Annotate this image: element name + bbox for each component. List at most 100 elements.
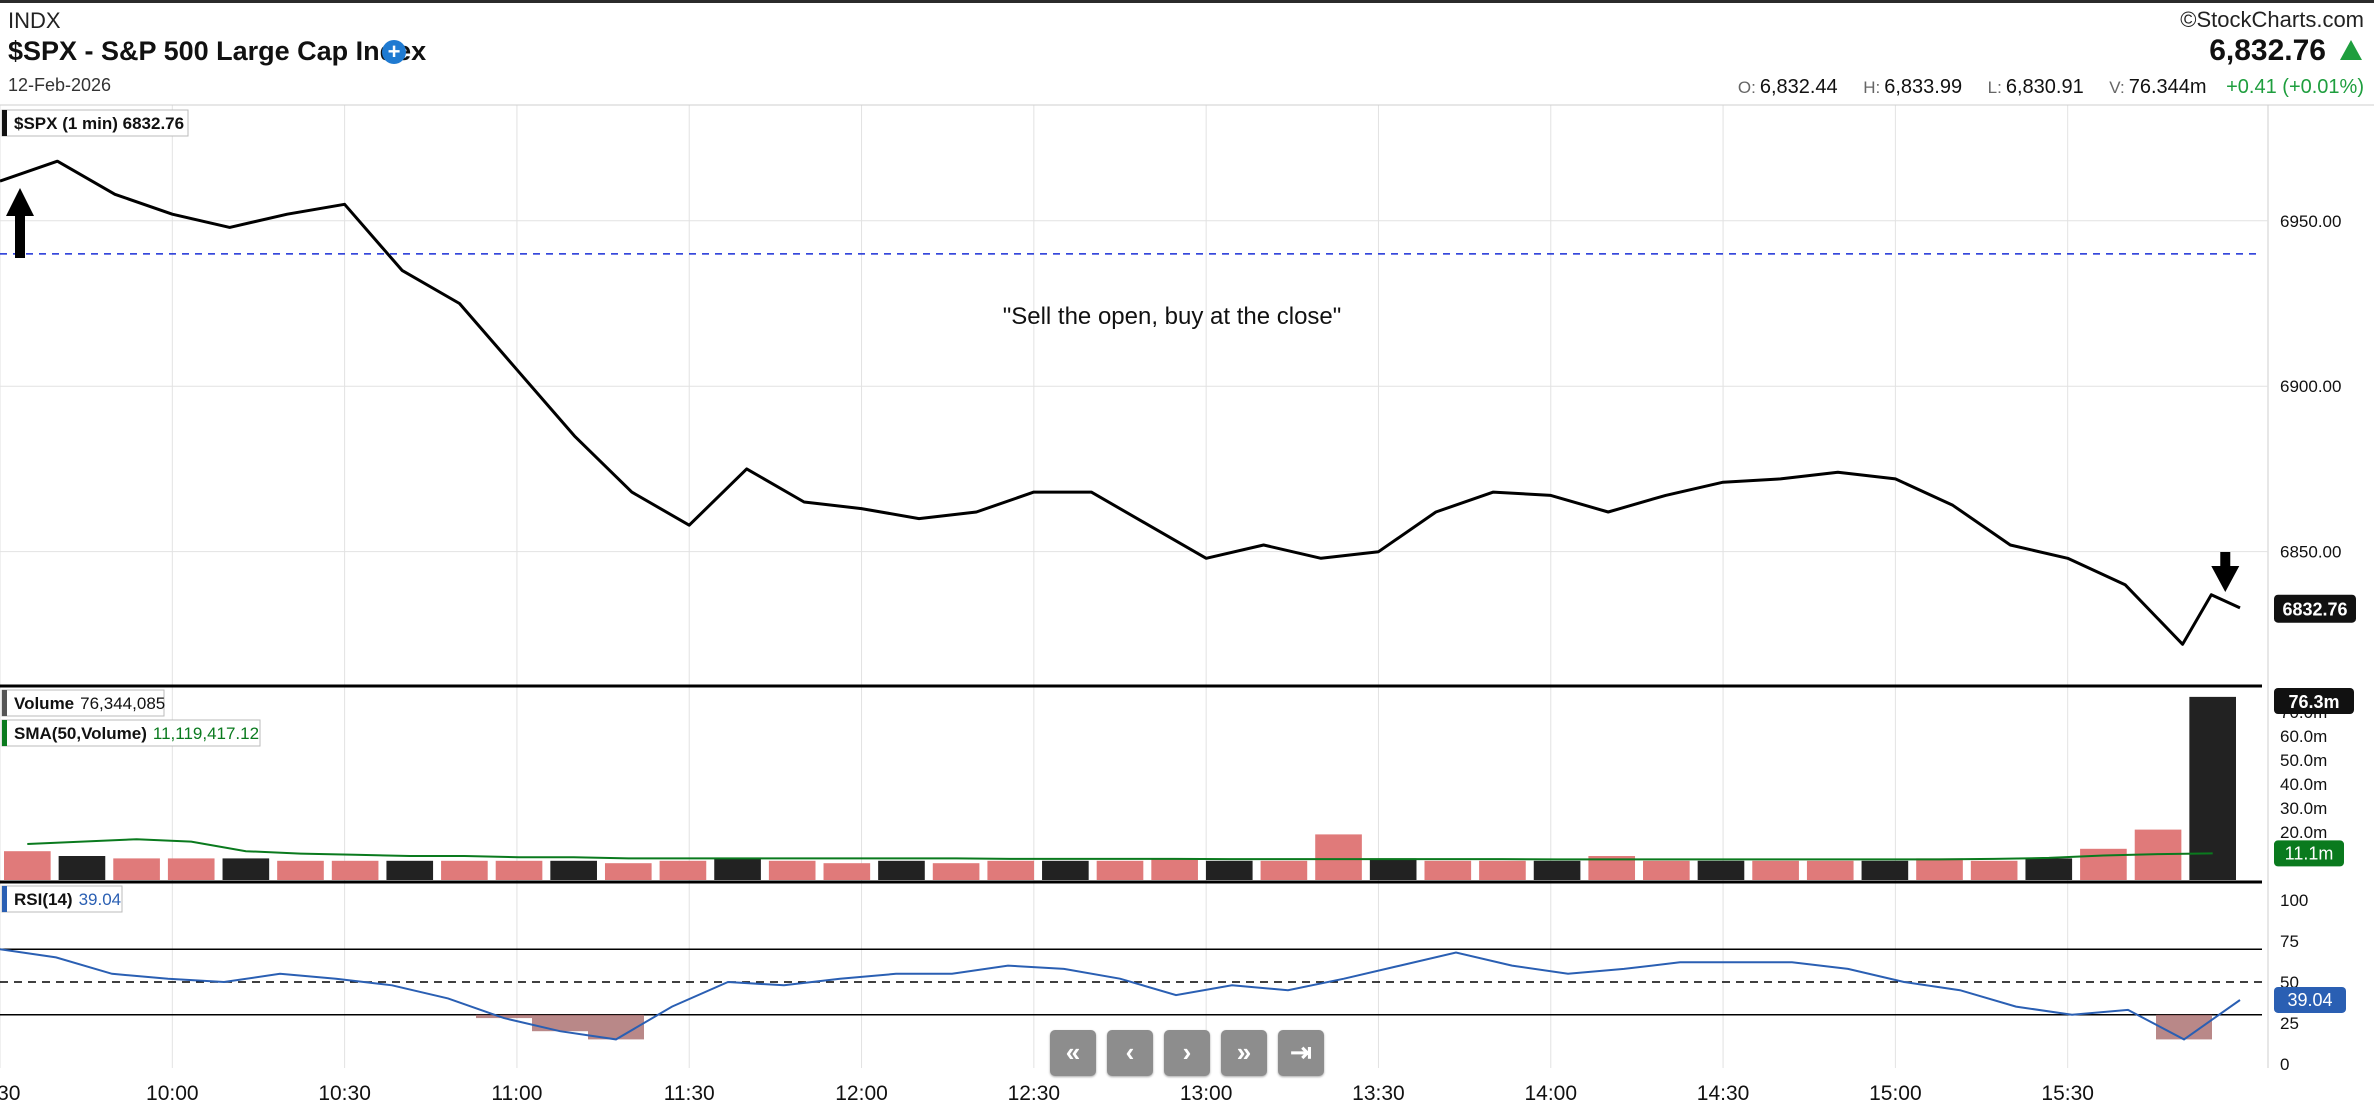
price-tick-label: 6900.00 — [2280, 377, 2341, 396]
volume-bar — [386, 860, 434, 880]
low-label: L: — [1987, 78, 2002, 97]
chart-title: $SPX - S&P 500 Large Cap Index — [8, 36, 427, 66]
rsi-oversold-fill — [476, 1014, 532, 1019]
rsi-badge-text: 39.04 — [2287, 990, 2332, 1010]
volume-bar — [2025, 858, 2073, 880]
grid — [0, 104, 2374, 1068]
volume-bar — [1315, 834, 1362, 880]
rsi-legend-swatch — [2, 886, 7, 912]
x-tick-label: 12:00 — [835, 1082, 888, 1104]
axes: 9:30 10:00 10:30 11:00 11:30 12:00 12:30 13:00 1… — [0, 212, 2356, 1104]
volume-legend-value: 76,344,085 — [80, 694, 165, 713]
volume-bar — [1424, 860, 1472, 880]
rsi-tick-label: 75 — [2280, 932, 2299, 951]
price-legend: $SPX (1 min) 6832.76 — [1, 109, 189, 137]
volume-bar — [1970, 860, 2018, 880]
sma-badge-text: 11.1m — [2285, 843, 2334, 863]
volume-bar — [1369, 858, 1417, 880]
price-legend-swatch — [2, 110, 7, 136]
nav-next-button[interactable]: › — [1164, 1030, 1210, 1076]
last-price-badge-text: 6832.76 — [2282, 600, 2347, 620]
sma-legend-text: SMA(50,Volume) 11,119,417.12 — [14, 724, 259, 743]
volume-tick-label: 60.0m — [2280, 727, 2327, 746]
down-arrow-icon — [2211, 552, 2240, 592]
volume-bar — [714, 858, 761, 880]
volume-tick-label: 40.0m — [2280, 775, 2327, 794]
rsi-oversold-fill — [532, 1014, 588, 1032]
ohlc-readout: O: 6,832.44 H: 6,833.99 L: 6,830.91 V: 76.34… — [1718, 76, 2364, 99]
volume-bar — [878, 860, 925, 880]
x-tick-label: 15:30 — [2041, 1082, 2094, 1104]
volume-bar — [58, 856, 106, 880]
volume-bar — [1205, 860, 1253, 880]
x-tick-label: 11:00 — [491, 1082, 542, 1104]
volume-bar — [2189, 696, 2236, 880]
volume-bar — [1916, 858, 1963, 880]
volume-bar — [768, 860, 816, 880]
rsi-legend-label: RSI(14) — [14, 890, 73, 909]
x-tick-label: 14:30 — [1697, 1082, 1750, 1104]
volume-label: V: — [2109, 78, 2125, 97]
last-price: 6,832.76 — [2209, 34, 2326, 67]
sma-legend-swatch — [2, 720, 7, 746]
rsi-legend-value: 39.04 — [79, 890, 122, 909]
volume-legend-text: Volume 76,344,085 — [14, 694, 165, 713]
volume-bar — [659, 860, 707, 880]
volume-bar — [823, 863, 871, 880]
rsi-tick-label: 25 — [2280, 1014, 2299, 1033]
chart-date: 12-Feb-2026 — [8, 75, 112, 95]
high-label: H: — [1863, 78, 1881, 97]
high-value: 6,833.99 — [1884, 76, 1963, 98]
volume-bar — [113, 858, 160, 880]
x-tick-label: 13:00 — [1180, 1082, 1233, 1104]
volume-legend-label: Volume — [14, 694, 74, 713]
volume-bar — [604, 863, 652, 880]
sma-legend: SMA(50,Volume) 11,119,417.12 — [1, 719, 261, 747]
rsi-badge — [2274, 986, 2346, 1013]
nav-end-button[interactable]: ⇥ — [1278, 1030, 1324, 1076]
rsi-tick-label: 0 — [2280, 1055, 2289, 1074]
nav-first-button[interactable]: « — [1050, 1030, 1096, 1076]
volume-bar — [1697, 860, 1745, 880]
volume-bar — [1151, 858, 1198, 880]
nav-last-button[interactable]: » — [1221, 1030, 1267, 1076]
volume-bar — [1096, 860, 1144, 880]
rsi-pane — [0, 948, 2262, 1041]
rsi-legend: RSI(14) 39.04 — [1, 885, 123, 913]
up-arrow-icon — [6, 188, 34, 258]
rsi-line — [0, 948, 2241, 1041]
volume-last-badge — [2274, 688, 2354, 714]
volume-bar — [4, 851, 51, 880]
volume-bar — [987, 860, 1035, 880]
volume-bar — [441, 860, 488, 880]
plus-circle-icon[interactable]: + — [382, 40, 406, 64]
sma-legend-value: 11,119,417.12 — [153, 724, 259, 743]
x-tick-label: 11:30 — [664, 1082, 715, 1104]
sma-legend-label: SMA(50,Volume) — [14, 724, 147, 743]
volume-legend: Volume 76,344,085 — [1, 689, 165, 717]
change-value: +0.41 (+0.01%) — [2226, 76, 2364, 98]
x-tick-label: 9:30 — [0, 1082, 20, 1104]
volume-tick-label: 30.0m — [2280, 799, 2327, 818]
brand-logo[interactable]: ©StockCharts.com — [2180, 7, 2364, 32]
price-tick-label: 6850.00 — [2280, 543, 2341, 562]
volume-tick-label: 50.0m — [2280, 751, 2327, 770]
sma-legend-box — [1, 719, 261, 747]
open-label: O: — [1737, 78, 1756, 97]
volume-last-badge-text: 76.3m — [2288, 692, 2339, 712]
volume-bar — [167, 858, 215, 880]
x-tick-label: 10:00 — [146, 1082, 199, 1104]
rsi-legend-box — [1, 885, 123, 913]
rsi-oversold-fill — [2156, 1014, 2212, 1040]
annotation-text: "Sell the open, buy at the close" — [1003, 303, 1342, 330]
volume-bar — [495, 860, 543, 880]
x-tick-label: 10:30 — [318, 1082, 371, 1104]
nav-prev-button[interactable]: ‹ — [1107, 1030, 1153, 1076]
volume-bar — [1643, 860, 1690, 880]
volume-bar — [277, 860, 324, 880]
price-legend-text: $SPX (1 min) 6832.76 — [14, 114, 184, 133]
volume-tick-label: 20.0m — [2280, 823, 2327, 842]
price-tick-label: 6950.00 — [2280, 212, 2341, 231]
price-legend-box — [1, 109, 189, 137]
